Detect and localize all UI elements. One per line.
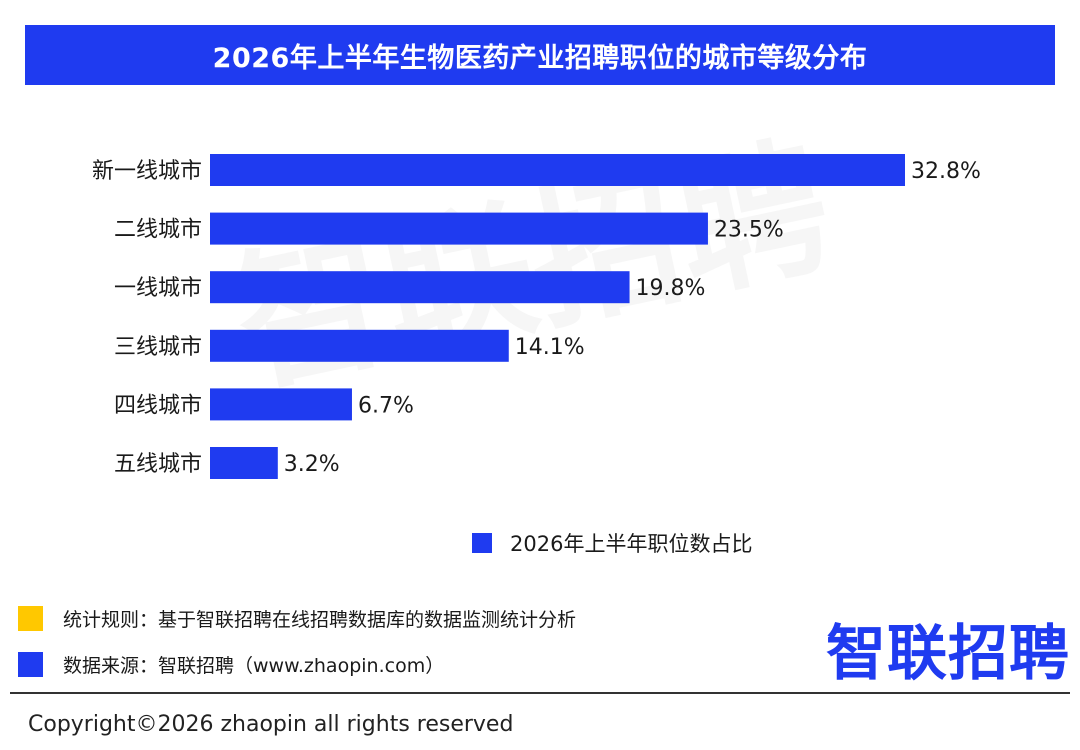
footer-divider xyxy=(10,692,1070,694)
category-label: 二线城市 xyxy=(114,218,202,243)
category-label: 四线城市 xyxy=(114,393,202,418)
note-source: 数据来源：智联招聘（www.zhaopin.com） xyxy=(18,651,444,678)
rule-text: 统计规则：基于智联招聘在线招聘数据库的数据监测统计分析 xyxy=(63,609,577,631)
legend-label: 2026年上半年职位数占比 xyxy=(510,532,753,556)
bar xyxy=(210,212,708,245)
value-label: 32.8% xyxy=(911,159,981,184)
note-rule: 统计规则：基于智联招聘在线招聘数据库的数据监测统计分析 xyxy=(18,605,576,632)
value-label: 14.1% xyxy=(515,335,585,360)
category-label: 五线城市 xyxy=(114,452,202,477)
value-label: 3.2% xyxy=(284,452,340,477)
category-label: 一线城市 xyxy=(114,276,202,301)
category-label: 三线城市 xyxy=(114,335,202,360)
bar xyxy=(210,154,905,186)
rule-swatch xyxy=(18,606,43,631)
bar xyxy=(210,388,352,421)
chart-title: 2026年上半年生物医药产业招聘职位的城市等级分布 xyxy=(212,42,868,74)
bar xyxy=(210,447,278,479)
zhaopin-logo: 智联招聘 xyxy=(826,619,1070,689)
source-swatch xyxy=(18,652,43,677)
bar-chart: 新一线城市 32.8% 二线城市 23.5% 一线城市 19.8% 三线城市 14.1% 四线城… xyxy=(92,154,981,479)
copyright-text: Copyright©2026 zhaopin all rights reserv… xyxy=(28,712,514,737)
category-label: 新一线城市 xyxy=(92,159,202,184)
value-label: 19.8% xyxy=(636,276,706,301)
legend: 2026年上半年职位数占比 xyxy=(472,528,752,558)
value-label: 6.7% xyxy=(358,393,414,418)
value-label: 23.5% xyxy=(714,218,784,243)
legend-swatch xyxy=(472,533,492,553)
bar xyxy=(210,329,509,362)
source-text: 数据来源：智联招聘（www.zhaopin.com） xyxy=(63,655,445,677)
title-banner: 2026年上半年生物医药产业招聘职位的城市等级分布 xyxy=(25,25,1055,85)
bar xyxy=(210,271,630,304)
